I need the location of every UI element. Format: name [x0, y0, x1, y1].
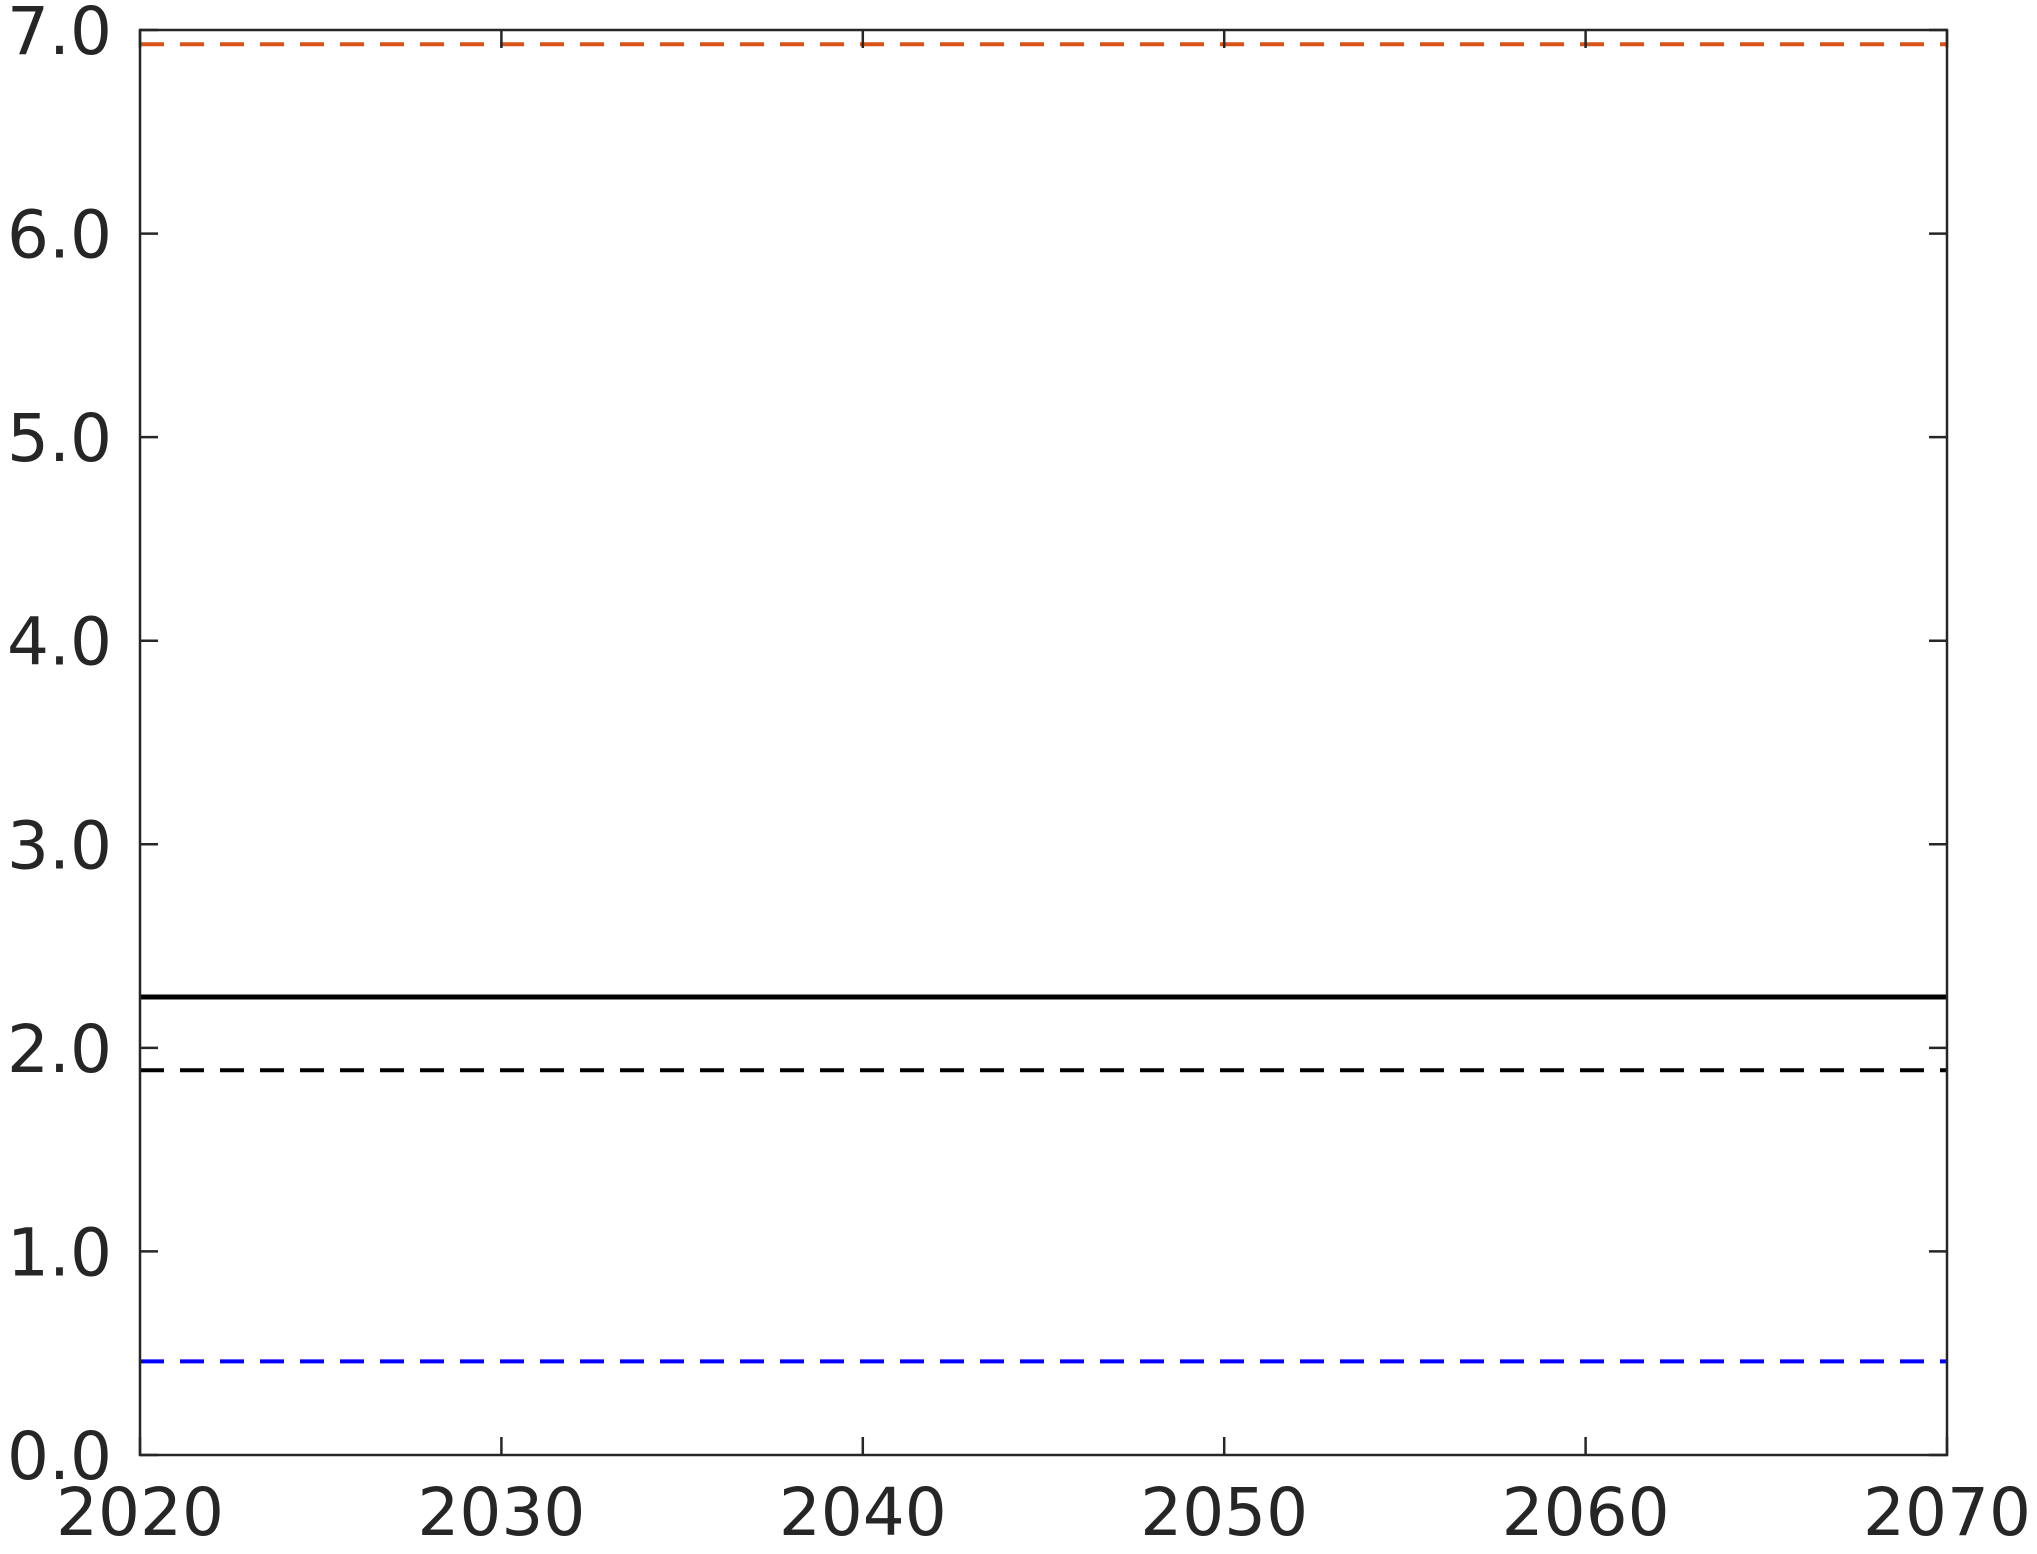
x-tick-label-2060: 2060 [1502, 1474, 1670, 1551]
x-tick-label-2070: 2070 [1863, 1474, 2031, 1551]
plot-area-background [140, 30, 1947, 1455]
y-tick-label-6: 6.0 [7, 197, 112, 274]
series-layer [140, 42, 1947, 1364]
tick-labels-layer: 2020 2030 2040 2050 2060 2070 0.0 1.0 2.0 3.0 4.0 5… [7, 0, 2031, 1551]
y-tick-label-2: 2.0 [7, 1011, 112, 1088]
x-tick-label-2040: 2040 [779, 1474, 947, 1551]
y-tick-label-5: 5.0 [7, 400, 112, 477]
y-tick-label-4: 4.0 [7, 604, 112, 681]
y-tick-label-3: 3.0 [7, 807, 112, 884]
x-tick-label-2020: 2020 [56, 1474, 224, 1551]
y-tick-label-0: 0.0 [7, 1418, 112, 1495]
plot-frame [138, 28, 1949, 1457]
y-tick-label-1: 1.0 [7, 1214, 112, 1291]
x-tick-label-2050: 2050 [1140, 1474, 1308, 1551]
x-tick-label-2030: 2030 [417, 1474, 585, 1551]
y-tick-label-7: 7.0 [7, 0, 112, 70]
